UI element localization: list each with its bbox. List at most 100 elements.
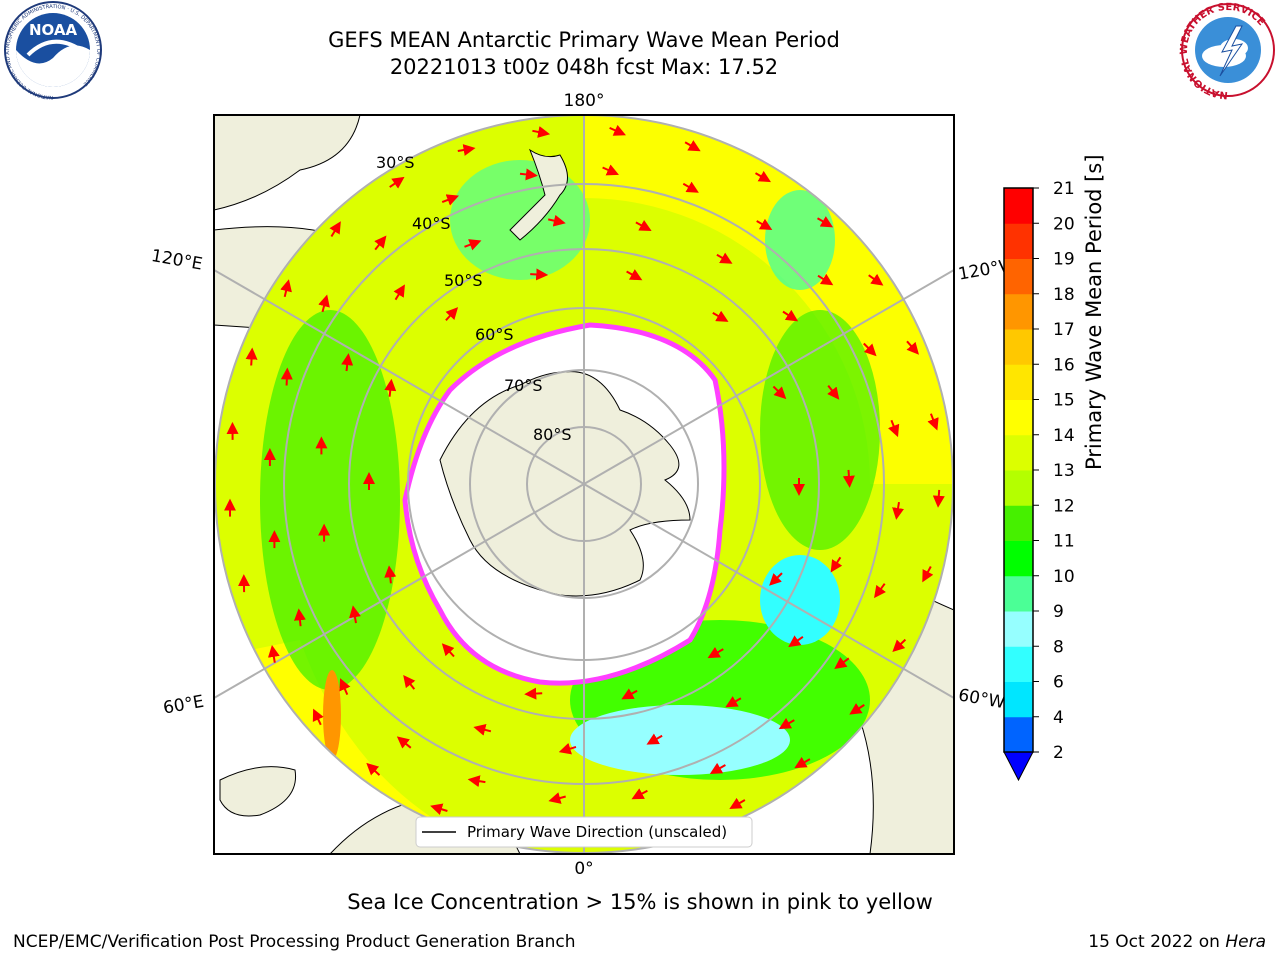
colorbar-segment (1004, 223, 1033, 259)
wave-arrow (892, 501, 904, 520)
footer-date-text: 15 Oct 2022 on (1088, 932, 1226, 952)
wave-arrow (927, 413, 939, 431)
colorbar-segment (1004, 540, 1033, 577)
colorbar-segment (1004, 188, 1033, 224)
colorbar-segment (1004, 399, 1033, 436)
colorbar-segment (1004, 716, 1033, 753)
wave-arrow (772, 385, 787, 400)
australia-land (214, 115, 361, 211)
wave-arrow (341, 353, 354, 372)
wave-arrow (558, 742, 577, 755)
legend-label: Primary Wave Direction (unscaled) (467, 823, 727, 841)
colorbar-segment (1004, 646, 1033, 682)
colorbar-tick-label: 15 (1053, 391, 1075, 411)
wave-arrow (339, 678, 351, 695)
period-band-green-east (760, 310, 880, 550)
period-band-orange (323, 670, 341, 760)
colorbar-tick-label: 12 (1053, 496, 1075, 516)
wave-arrow (892, 638, 907, 653)
wave-arrow (245, 347, 258, 366)
wave-arrow (389, 176, 405, 189)
wave-arrow (530, 268, 549, 281)
colorbar-tick-label: 4 (1053, 708, 1064, 728)
colorbar-tick-label: 14 (1053, 426, 1075, 446)
colorbar-tick-label: 13 (1053, 461, 1075, 481)
wave-arrow (519, 168, 538, 181)
period-band-yellow-south (250, 640, 520, 853)
colorbar-segment (1004, 364, 1033, 400)
noaa-logo-text: NOAA (29, 21, 78, 39)
footer-date: 15 Oct 2022 on Hera (1088, 932, 1266, 952)
wave-arrow (922, 566, 934, 583)
wave-arrow (682, 181, 699, 193)
wave-arrow (403, 674, 416, 690)
wave-arrow (756, 218, 773, 230)
wave-arrow (384, 565, 397, 584)
period-band-cyan-sa (760, 555, 840, 645)
wave-arrow (366, 762, 381, 776)
wave-arrow (816, 216, 834, 228)
wave-arrow (827, 384, 840, 400)
wave-arrow (709, 762, 726, 774)
wave-arrow (548, 792, 566, 804)
wave-arrow (834, 657, 850, 669)
wave-arrow (318, 294, 330, 313)
lon-label-60w: 60°W (957, 685, 1007, 713)
new-zealand-land (509, 148, 568, 241)
wave-arrow (849, 703, 865, 715)
antarctica-land (439, 371, 691, 597)
colorbar-tick-label: 16 (1053, 355, 1075, 375)
lat-label-40s: 40°S (412, 214, 451, 233)
wave-arrow (441, 643, 455, 658)
wave-arrow (349, 605, 361, 624)
colorbar-tick-label: 8 (1053, 637, 1064, 657)
wave-arrow (293, 608, 306, 627)
wave-arrow (524, 687, 543, 700)
wave-arrow (842, 469, 855, 488)
colorbar-segment (1004, 434, 1033, 471)
wave-arrow (769, 572, 783, 586)
wave-arrow (817, 273, 834, 286)
wave-arrow (716, 252, 733, 264)
wave-arrow (712, 310, 729, 322)
lon-label-60e: 60°E (162, 692, 206, 719)
colorbar-tick-label: 10 (1053, 567, 1075, 587)
wave-arrow (441, 194, 460, 206)
colorbar-segment (1004, 575, 1033, 612)
wave-arrow (729, 797, 746, 809)
lon-label-180: 180° (564, 91, 605, 111)
wave-arrow (631, 788, 648, 800)
colorbar-segment (1004, 293, 1033, 330)
lat-label-80s: 80°S (533, 425, 572, 444)
colorbar-tick-label: 11 (1053, 532, 1075, 552)
wave-arrow (646, 733, 663, 745)
sea-ice-caption: Sea Ice Concentration > 15% is shown in … (347, 890, 933, 914)
wave-arrow (626, 269, 643, 281)
colorbar-segment (1004, 258, 1033, 295)
lat-label-30s: 30°S (376, 153, 415, 172)
wave-arrow (280, 367, 293, 386)
colorbar-segment (1004, 470, 1033, 506)
lon-label-120e: 120°E (150, 246, 204, 275)
noaa-logo: NOAA NATIONAL OCEANIC AND ATMOSPHERIC AD… (4, 1, 102, 100)
wave-arrow (635, 219, 652, 231)
map-frame (213, 114, 955, 855)
wave-arrow (280, 279, 292, 298)
wave-arrow (794, 756, 811, 769)
wave-arrow (782, 309, 799, 322)
map-title: GEFS MEAN Antarctic Primary Wave Mean Pe… (328, 28, 840, 52)
wave-arrow (684, 140, 701, 152)
map-legend: Primary Wave Direction (unscaled) (415, 816, 753, 848)
wave-arrow (547, 214, 566, 227)
wave-arrow (888, 419, 900, 438)
nws-logo: NATIONAL WEATHER SERVICE (1179, 2, 1275, 100)
wave-arrow (312, 708, 324, 726)
period-band-green-pacific (765, 190, 835, 290)
wave-arrow (445, 307, 459, 321)
colorbar-segment (1004, 505, 1033, 541)
wave-arrow (393, 284, 405, 301)
period-band-cyan-south (570, 705, 790, 775)
lat-label-50s: 50°S (444, 271, 483, 290)
wave-arrow (830, 556, 843, 573)
